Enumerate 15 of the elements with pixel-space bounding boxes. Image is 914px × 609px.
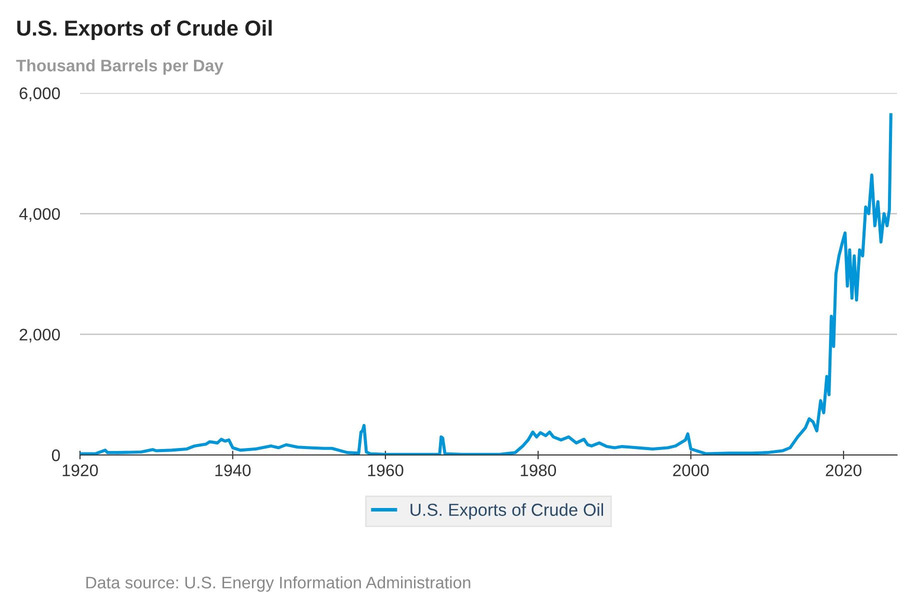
x-tick-label: 1940 [215,464,251,476]
y-tick-label: 0 [52,449,60,462]
chart-subtitle: Thousand Barrels per Day [16,59,224,75]
source-note: Data source: U.S. Energy Information Administration [86,576,470,592]
y-tick-label: 2,000 [20,328,60,343]
x-tick-label: 1980 [520,464,556,476]
line-series [80,113,892,455]
x-tick-label: 2020 [826,464,862,476]
legend-label: U.S. Exports of Crude Oil [410,503,604,520]
x-tick-label: 1920 [62,464,98,476]
y-tick-label: 4,000 [19,208,60,222]
y-tick-label: 6,000 [20,87,60,102]
x-tick-label: 2000 [673,464,709,476]
x-tick-label: 1960 [368,464,404,476]
chart-title: U.S. Exports of Crude Oil [17,20,272,40]
